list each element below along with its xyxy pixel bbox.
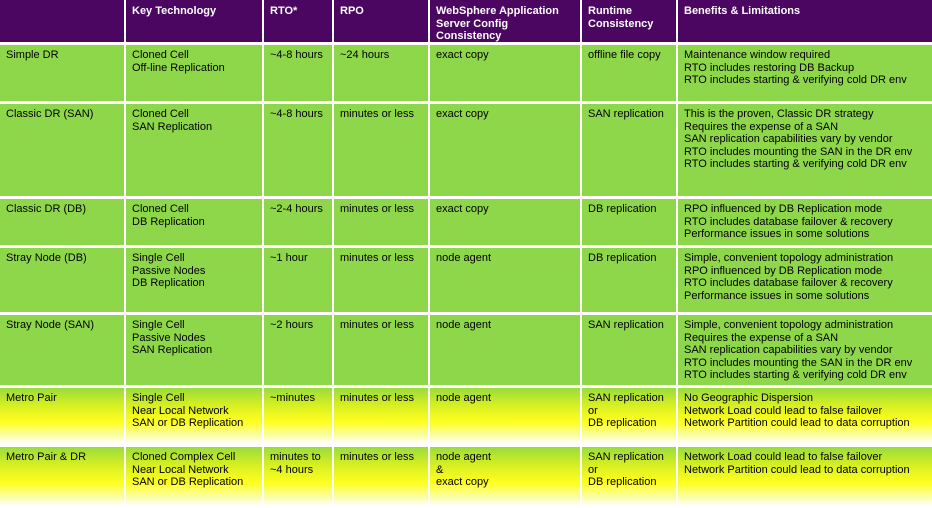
- runtime-consistency-cell: SAN replication or DB replication: [582, 447, 678, 506]
- benefits-limitations-cell: Network Load could lead to false failove…: [678, 447, 932, 506]
- config-consistency-cell: exact copy: [430, 45, 582, 101]
- config-consistency-cell: exact copy: [430, 199, 582, 245]
- rto-cell: ~2-4 hours: [264, 199, 334, 245]
- key-technology-cell: Single Cell Passive Nodes DB Replication: [126, 248, 264, 312]
- rto-cell: ~4-8 hours: [264, 104, 334, 196]
- header-cell-rto: RTO*: [264, 0, 334, 42]
- key-technology-cell: Cloned Cell Off-line Replication: [126, 45, 264, 101]
- config-consistency-cell: node agent: [430, 315, 582, 385]
- topology-cell: Classic DR (SAN): [0, 104, 126, 196]
- rpo-cell: minutes or less: [334, 447, 430, 506]
- header-cell-key-technology: Key Technology: [126, 0, 264, 42]
- header-cell-rpo: RPO: [334, 0, 430, 42]
- runtime-consistency-cell: SAN replication: [582, 104, 678, 196]
- topology-cell: Metro Pair: [0, 388, 126, 444]
- runtime-consistency-cell: DB replication: [582, 199, 678, 245]
- rto-cell: minutes to ~4 hours: [264, 447, 334, 506]
- rpo-cell: minutes or less: [334, 388, 430, 444]
- header-cell-config-consistency: WebSphere Application Server Config Cons…: [430, 0, 582, 42]
- topology-cell: Metro Pair & DR: [0, 447, 126, 506]
- key-technology-cell: Cloned Cell DB Replication: [126, 199, 264, 245]
- benefits-limitations-cell: This is the proven, Classic DR strategy …: [678, 104, 932, 196]
- benefits-limitations-cell: Simple, convenient topology administrati…: [678, 315, 932, 385]
- rpo-cell: minutes or less: [334, 199, 430, 245]
- rto-cell: ~2 hours: [264, 315, 334, 385]
- header-cell-benefits-limitations: Benefits & Limitations: [678, 0, 932, 42]
- benefits-limitations-cell: RPO influenced by DB Replication mode RT…: [678, 199, 932, 245]
- key-technology-cell: Single Cell Near Local Network SAN or DB…: [126, 388, 264, 444]
- rto-cell: ~1 hour: [264, 248, 334, 312]
- rpo-cell: minutes or less: [334, 104, 430, 196]
- key-technology-cell: Cloned Complex Cell Near Local Network S…: [126, 447, 264, 506]
- key-technology-cell: Single Cell Passive Nodes SAN Replicatio…: [126, 315, 264, 385]
- runtime-consistency-cell: offline file copy: [582, 45, 678, 101]
- benefits-limitations-cell: No Geographic Dispersion Network Load co…: [678, 388, 932, 444]
- runtime-consistency-cell: DB replication: [582, 248, 678, 312]
- config-consistency-cell: node agent & exact copy: [430, 447, 582, 506]
- header-cell-runtime-consistency: Runtime Consistency: [582, 0, 678, 42]
- config-consistency-cell: node agent: [430, 248, 582, 312]
- benefits-limitations-cell: Maintenance window required RTO includes…: [678, 45, 932, 101]
- topology-cell: Classic DR (DB): [0, 199, 126, 245]
- header-cell-topology: [0, 0, 126, 42]
- runtime-consistency-cell: SAN replication or DB replication: [582, 388, 678, 444]
- key-technology-cell: Cloned Cell SAN Replication: [126, 104, 264, 196]
- rto-cell: ~minutes: [264, 388, 334, 444]
- topology-cell: Simple DR: [0, 45, 126, 101]
- rpo-cell: minutes or less: [334, 248, 430, 312]
- rto-cell: ~4-8 hours: [264, 45, 334, 101]
- topology-cell: Stray Node (SAN): [0, 315, 126, 385]
- runtime-consistency-cell: SAN replication: [582, 315, 678, 385]
- rpo-cell: ~24 hours: [334, 45, 430, 101]
- rpo-cell: minutes or less: [334, 315, 430, 385]
- topology-cell: Stray Node (DB): [0, 248, 126, 312]
- config-consistency-cell: node agent: [430, 388, 582, 444]
- benefits-limitations-cell: Simple, convenient topology administrati…: [678, 248, 932, 312]
- config-consistency-cell: exact copy: [430, 104, 582, 196]
